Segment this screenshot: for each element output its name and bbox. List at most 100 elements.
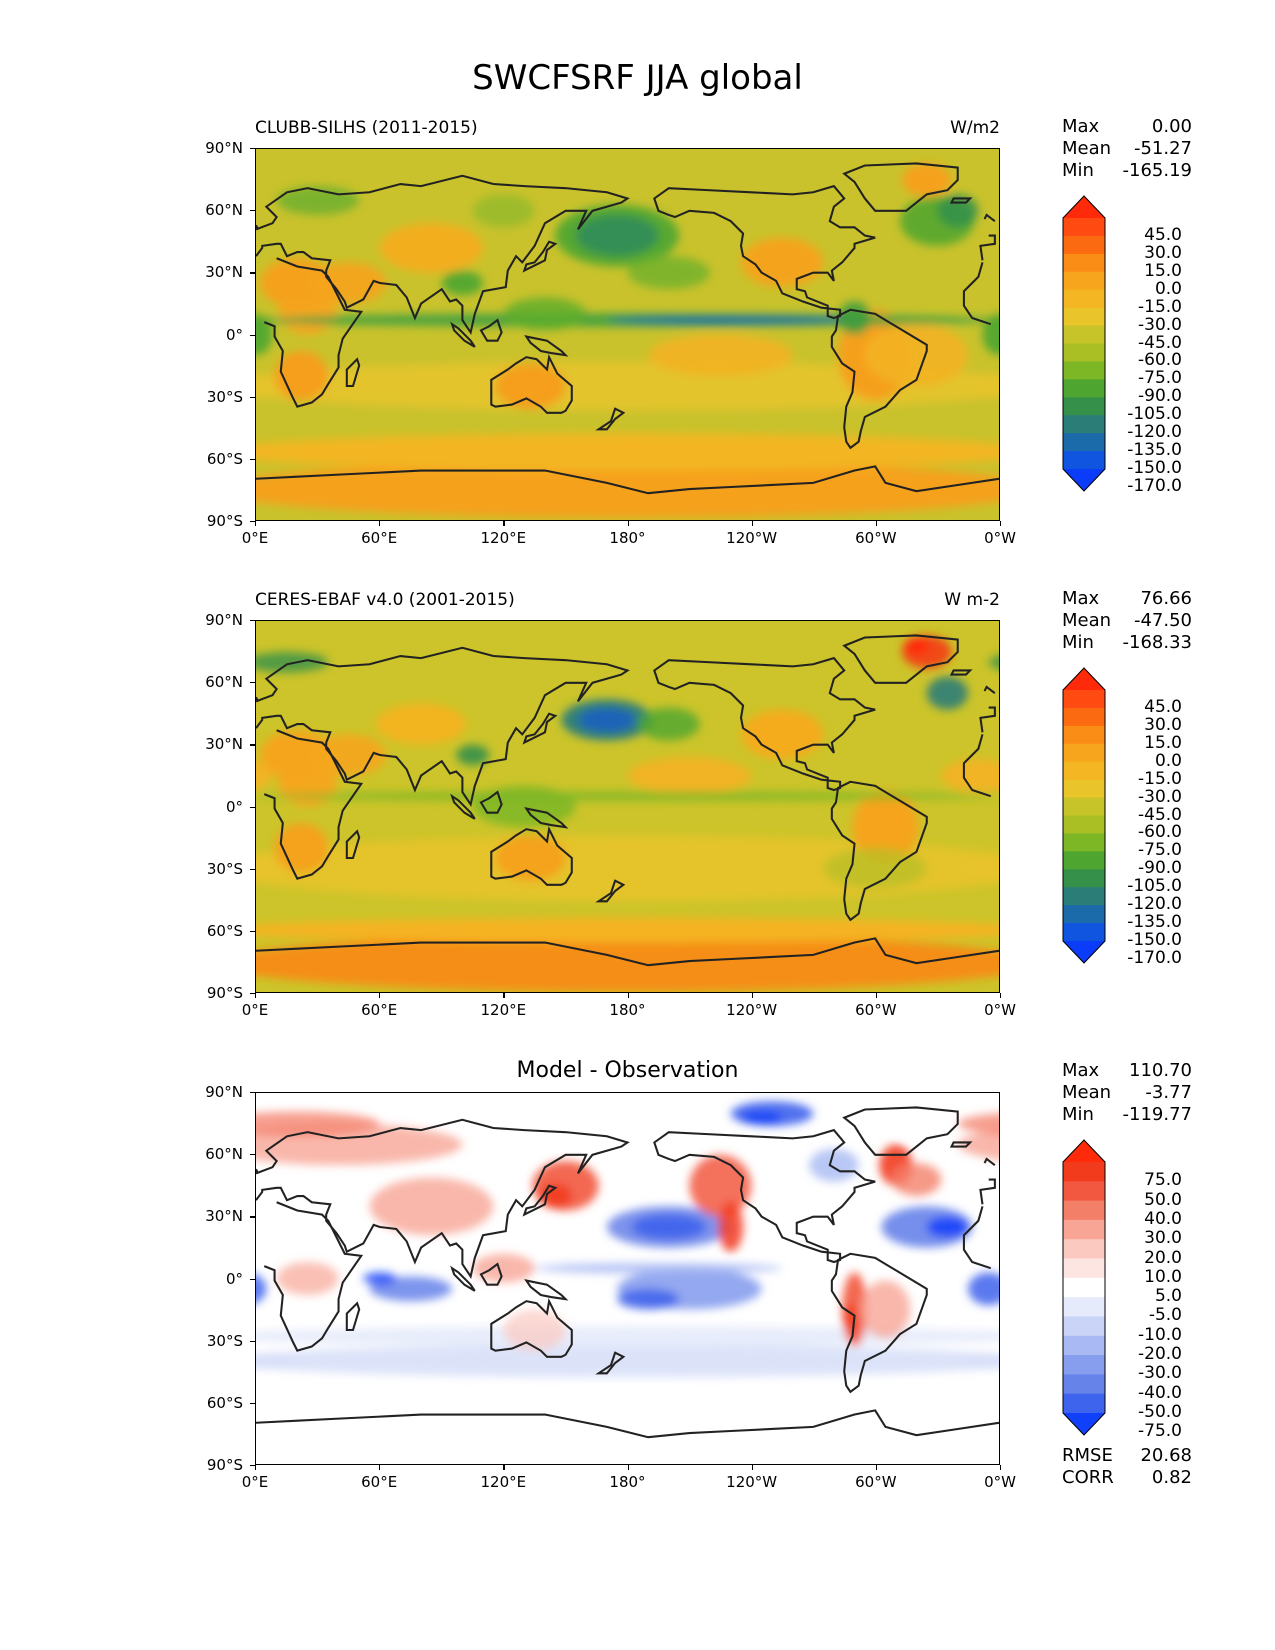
lat-tick-label: 60°N (205, 673, 243, 692)
colorbar-swatch (1063, 869, 1105, 888)
field-patch (627, 757, 752, 795)
lat-tick-mark (250, 334, 255, 336)
lon-tick-mark (875, 521, 878, 526)
units-label: W m-2 (944, 590, 1000, 610)
stat-label: Min (1062, 160, 1094, 181)
field-patch (823, 847, 927, 889)
lon-tick-label: 0°W (984, 1473, 1016, 1491)
colorbar-swatch (1063, 1239, 1105, 1260)
lat-tick-mark (250, 148, 255, 150)
lat-tick-label: 0° (225, 1269, 243, 1288)
colorbar-tick-label: 40.0 (1144, 1208, 1182, 1229)
lat-tick-label: 90°S (206, 512, 243, 530)
field-patch (503, 1309, 566, 1351)
lat-tick-mark (250, 396, 255, 398)
lat-tick-mark (250, 620, 255, 622)
field-patch (741, 709, 824, 760)
lon-tick-mark (1000, 1465, 1002, 1470)
colorbar-tick-label: 50.0 (1144, 1189, 1182, 1210)
stat-value: -3.77 (1145, 1082, 1192, 1103)
colorbar-tick-label: -150.0 (1127, 930, 1182, 950)
contour-field (256, 149, 999, 520)
lon-tick-label: 120°E (480, 1473, 527, 1491)
coastline-madagascar (345, 1301, 361, 1332)
lat-tick-label: 30°S (206, 387, 243, 406)
coastline-antarctica (256, 465, 999, 495)
colorbar-tick-label: -30.0 (1138, 314, 1182, 335)
lat-tick-mark (250, 1340, 255, 1342)
stat-value: 76.66 (1140, 588, 1192, 609)
field-patch (472, 194, 535, 228)
coastline-japan (522, 1184, 558, 1217)
lat-tick-mark (250, 1465, 255, 1467)
stat-label: Max (1062, 116, 1100, 137)
colorbar-swatch (1063, 451, 1105, 470)
stat-value: -47.50 (1133, 610, 1192, 631)
field-patch (379, 223, 484, 273)
coastline-uk (256, 696, 259, 702)
colorbar-swatch (1063, 307, 1105, 327)
field-patch (864, 324, 969, 387)
lon-tick-label: 180° (609, 1001, 646, 1019)
colorbar-swatch (1063, 725, 1105, 745)
coastline-sumatra (450, 1265, 476, 1292)
colorbar-tick-label: -170.0 (1127, 475, 1182, 496)
stat-value: 0.82 (1151, 1467, 1192, 1488)
colorbar-tick-label: 75.0 (1144, 1170, 1182, 1191)
lat-tick-label: 30°S (206, 1331, 243, 1350)
colorbar-tick-label: -50.0 (1138, 1402, 1182, 1422)
colorbar-swatch (1063, 1162, 1105, 1182)
colorbar-tick-label: 5.0 (1154, 1286, 1182, 1307)
lon-tick-label: 60°W (855, 529, 897, 547)
colorbar-tick-label: -5.0 (1148, 1305, 1182, 1326)
lon-tick-mark (503, 521, 505, 526)
field-patch (926, 1216, 969, 1238)
lon-tick-label: 0°E (241, 1473, 269, 1491)
colorbar-tick-label: 0.0 (1154, 750, 1182, 771)
field-patch (256, 1325, 999, 1347)
stat-label: Mean (1062, 138, 1112, 159)
coastline-uk (983, 1157, 996, 1166)
lat-tick-mark (250, 1154, 255, 1156)
lon-tick-mark (627, 993, 629, 998)
coastline-uk (256, 1168, 259, 1174)
coastline-eurasia (256, 174, 630, 336)
stat-label: Max (1062, 588, 1100, 609)
stat-value: -168.33 (1122, 632, 1192, 653)
lon-tick-label: 180° (609, 1473, 646, 1491)
coastline-iceland (949, 669, 973, 676)
lon-tick-label: 120°W (726, 529, 778, 547)
coastline-nz (595, 1351, 626, 1375)
stat-label: CORR (1062, 1467, 1114, 1488)
colorbar-swatch (1063, 851, 1105, 870)
lat-tick-mark (250, 1402, 255, 1405)
contour-field (256, 621, 999, 992)
panel-title: Model - Observation (516, 1058, 739, 1083)
colorbar-swatch (1063, 1181, 1105, 1202)
lon-tick-mark (751, 993, 753, 998)
field-patch (852, 790, 919, 865)
stat-label: RMSE (1062, 1445, 1113, 1466)
colorbar-swatch (1063, 1277, 1105, 1298)
field-patch (648, 334, 793, 376)
colorbar-tick-label: 45.0 (1144, 696, 1182, 717)
stat-max: Max 110.70 (1062, 1060, 1192, 1082)
contour-field (256, 1093, 999, 1464)
panel-title: CERES-EBAF v4.0 (2001-2015) (255, 590, 515, 610)
colorbar: 45.0 30.0 15.0 0.0 -15.0 -30.0 -45.0 -60.0 -75.0… (1062, 667, 1182, 966)
field-patch (375, 703, 467, 745)
lat-tick-label: 90°N (205, 611, 243, 629)
field-patch (718, 1202, 744, 1252)
coastline-africa (962, 1206, 992, 1270)
coastline-uk (256, 224, 259, 230)
colorbar-swatch (1063, 923, 1105, 942)
colorbar-swatch (1063, 1393, 1105, 1414)
colorbar-tick-label: -75.0 (1138, 1421, 1182, 1442)
colorbar-extend-min (1063, 941, 1105, 963)
field-patch (472, 785, 576, 828)
colorbar-tick-label: 10.0 (1144, 1266, 1182, 1287)
field-patch (363, 1272, 397, 1285)
stat-label: Mean (1062, 1082, 1112, 1103)
field-patch (904, 637, 929, 654)
lat-tick-label: 30°S (206, 859, 243, 878)
